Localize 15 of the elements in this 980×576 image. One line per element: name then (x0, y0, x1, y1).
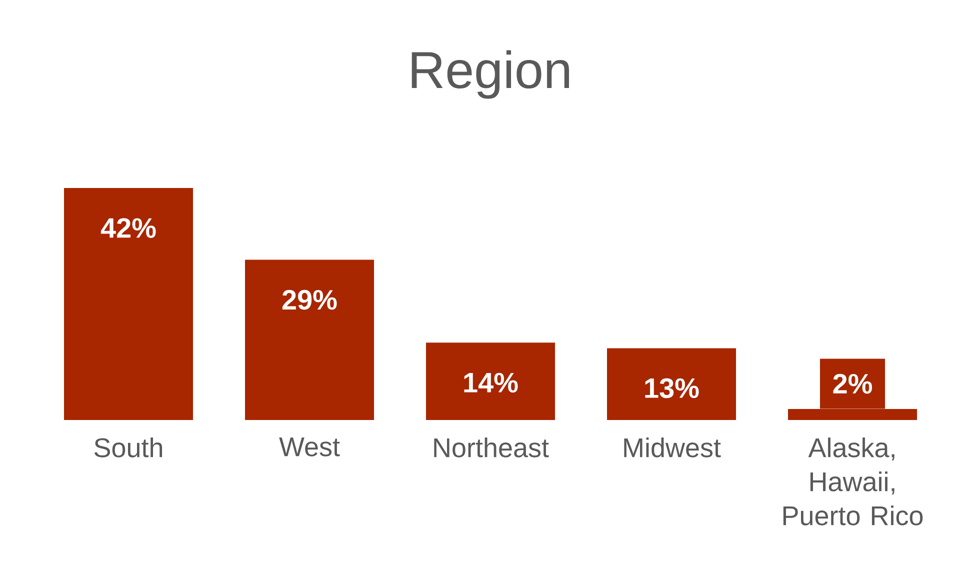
x-tick-label: Midwest (624, 438, 721, 458)
x-tick-label: West (279, 438, 340, 456)
data-label: 14% (464, 372, 518, 393)
bar (607, 348, 736, 420)
data-label: 29% (282, 290, 337, 310)
x-tick-label: South (94, 438, 162, 458)
data-label: 13% (645, 378, 699, 398)
bar (426, 342, 556, 420)
bar (64, 188, 194, 420)
data-label: 2% (833, 374, 872, 394)
chart-title: Region (412, 50, 569, 99)
x-tick-label: Northeast (434, 438, 549, 458)
x-tick-label: Alaska, Hawaii, Puerto Rico (783, 438, 923, 526)
data-label: 42% (100, 218, 156, 238)
bar (245, 260, 374, 420)
